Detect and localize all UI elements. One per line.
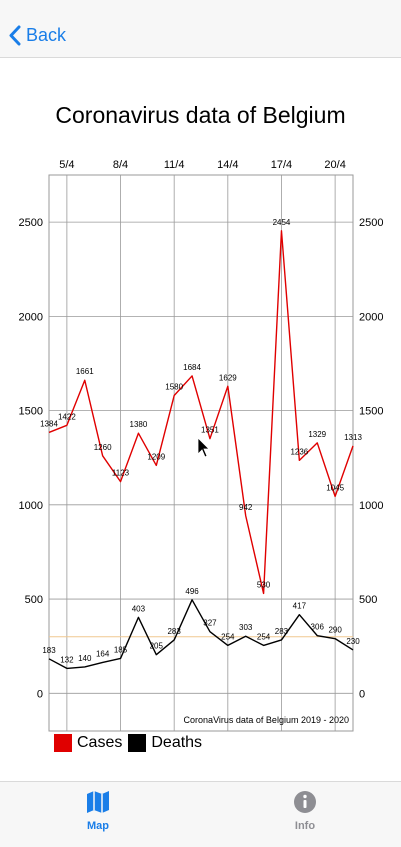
- tab-map-label: Map: [38, 820, 158, 832]
- series-line-deaths: [49, 600, 353, 669]
- data-label-cases: 1329: [308, 430, 326, 439]
- data-label-cases: 2454: [273, 218, 291, 227]
- data-label-cases: 1313: [344, 433, 362, 442]
- data-label-deaths: 327: [203, 619, 217, 628]
- data-label-cases: 1629: [219, 373, 237, 382]
- chart-legend: Cases Deaths: [54, 734, 208, 752]
- data-label-cases: 530: [257, 580, 271, 589]
- y-tick-label-right: 2000: [359, 311, 383, 323]
- data-label-cases: 1045: [326, 483, 344, 492]
- legend-item-deaths: Deaths: [128, 734, 202, 752]
- info-icon: [293, 790, 317, 814]
- data-label-deaths: 290: [328, 626, 342, 635]
- data-label-cases: 1351: [201, 426, 219, 435]
- y-tick-label-left: 1500: [19, 406, 43, 418]
- back-button[interactable]: Back: [8, 20, 66, 50]
- data-label-deaths: 254: [221, 632, 235, 641]
- y-tick-label-right: 1500: [359, 406, 383, 418]
- x-tick-label: 5/4: [59, 159, 74, 171]
- series-line-cases: [49, 231, 353, 594]
- y-tick-label-right: 1000: [359, 500, 383, 512]
- data-label-deaths: 306: [311, 623, 325, 632]
- data-label-cases: 1209: [147, 452, 165, 461]
- chart-view: Coronavirus data of Belgium 0 0 500 500 1000…: [0, 58, 401, 781]
- navigation-bar: Back: [0, 0, 401, 58]
- data-label-deaths: 132: [60, 655, 74, 664]
- data-label-cases: 1384: [40, 419, 58, 428]
- data-label-deaths: 496: [185, 587, 199, 596]
- data-label-deaths: 205: [150, 642, 164, 651]
- data-label-deaths: 185: [114, 645, 128, 654]
- data-label-cases: 1422: [58, 412, 76, 421]
- map-icon: [86, 790, 110, 814]
- y-tick-label-left: 2000: [19, 311, 43, 323]
- data-label-deaths: 254: [257, 632, 271, 641]
- chart-description: CoronaVirus data of Belgium 2019 - 2020: [184, 715, 349, 725]
- data-label-cases: 942: [239, 503, 253, 512]
- mouse-cursor-icon: [198, 438, 209, 457]
- back-button-label: Back: [26, 25, 66, 46]
- legend-item-cases: Cases: [54, 734, 122, 752]
- data-label-deaths: 140: [78, 654, 92, 663]
- y-tick-label-right: 2500: [359, 217, 383, 229]
- y-tick-label-right: 500: [359, 594, 377, 606]
- x-tick-label: 8/4: [113, 159, 128, 171]
- data-label-cases: 1123: [112, 469, 130, 478]
- chevron-left-icon: [8, 25, 21, 46]
- data-label-deaths: 417: [293, 602, 307, 611]
- legend-label-cases: Cases: [77, 734, 122, 752]
- y-tick-label-left: 1000: [19, 500, 43, 512]
- data-label-deaths: 283: [167, 627, 181, 636]
- tab-bar: Map Info: [0, 781, 401, 847]
- data-label-deaths: 230: [346, 637, 360, 646]
- data-label-deaths: 183: [42, 646, 56, 655]
- data-label-deaths: 403: [132, 604, 146, 613]
- tab-map[interactable]: Map: [38, 790, 158, 832]
- data-label-cases: 1580: [165, 383, 183, 392]
- y-tick-label-right: 0: [359, 688, 365, 700]
- x-tick-label: 11/4: [164, 159, 185, 171]
- data-label-cases: 1661: [76, 367, 94, 376]
- y-tick-label-left: 2500: [19, 217, 43, 229]
- data-label-deaths: 283: [275, 627, 289, 636]
- data-label-deaths: 303: [239, 623, 253, 632]
- data-label-cases: 1684: [183, 363, 201, 372]
- tab-info-label: Info: [245, 820, 365, 832]
- data-label-deaths: 164: [96, 649, 110, 658]
- tab-info[interactable]: Info: [245, 790, 365, 832]
- y-tick-label-left: 0: [37, 688, 43, 700]
- legend-label-deaths: Deaths: [151, 734, 202, 752]
- x-tick-label: 20/4: [324, 159, 345, 171]
- data-label-cases: 1380: [130, 420, 148, 429]
- data-label-cases: 1260: [94, 443, 112, 452]
- x-tick-label: 17/4: [271, 159, 292, 171]
- legend-swatch-cases: [54, 734, 72, 752]
- y-tick-label-left: 500: [25, 594, 43, 606]
- legend-swatch-deaths: [128, 734, 146, 752]
- data-label-cases: 1236: [290, 447, 308, 456]
- x-tick-label: 14/4: [217, 159, 238, 171]
- line-chart[interactable]: 0 0 500 500 1000 1000 1500 1500 2000 2000 2500 2500…: [0, 58, 401, 781]
